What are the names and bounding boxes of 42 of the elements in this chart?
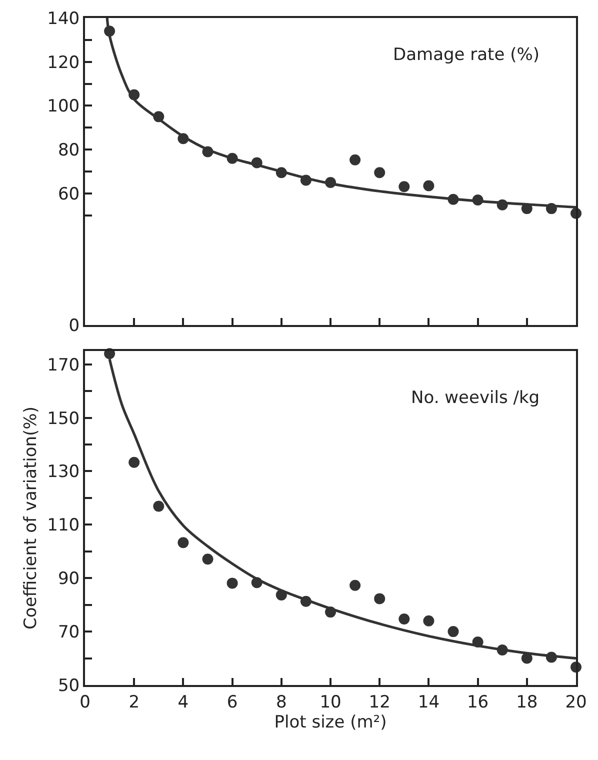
y-tick-label: 120 — [47, 52, 80, 73]
x-axis-title: Plot size (m²) — [274, 712, 387, 732]
y-tick-label: 70 — [58, 622, 80, 643]
x-tick-label: 18 — [516, 692, 538, 712]
point — [423, 615, 434, 626]
x-tick-label: 20 — [565, 692, 587, 712]
x-tick-label: 12 — [368, 692, 390, 712]
annotation: No. weevils /kg — [411, 388, 540, 408]
point — [350, 154, 361, 166]
x-tick-label: 2 — [128, 692, 140, 712]
point — [374, 167, 386, 178]
annotation: Damage rate (%) — [393, 45, 540, 65]
x-tick-label: 6 — [226, 692, 238, 712]
y-axis-title: Coefficient of variation(%) — [21, 406, 42, 630]
point — [374, 593, 386, 604]
x-tick-label: 4 — [178, 692, 189, 712]
x-tick-label: 16 — [466, 692, 489, 712]
y-tick-label: 150 — [47, 408, 80, 429]
point — [448, 626, 459, 638]
point — [398, 181, 410, 192]
point — [226, 578, 238, 589]
point — [398, 614, 410, 624]
y-tick-label: 90 — [58, 569, 80, 590]
point — [178, 537, 189, 548]
point — [202, 554, 214, 565]
y-tick-label: 140 — [47, 8, 80, 29]
y-tick-label: 130 — [47, 462, 80, 482]
y-tick-label: 80 — [58, 140, 80, 161]
y-tick-label: 0 — [68, 316, 80, 336]
x-tick-label: 14 — [418, 692, 440, 712]
y-tick-label: 100 — [47, 96, 80, 117]
y-tick-label: 50 — [58, 676, 80, 696]
x-tick-label: 10 — [320, 692, 342, 712]
y-tick-label: 170 — [47, 355, 80, 376]
point — [350, 580, 361, 591]
y-tick-label: 110 — [47, 516, 80, 536]
y-tick-label: 60 — [58, 184, 80, 204]
point — [423, 180, 434, 192]
point — [153, 500, 164, 512]
point — [128, 456, 140, 468]
point — [521, 652, 532, 664]
x-tick-label: 8 — [276, 692, 287, 712]
